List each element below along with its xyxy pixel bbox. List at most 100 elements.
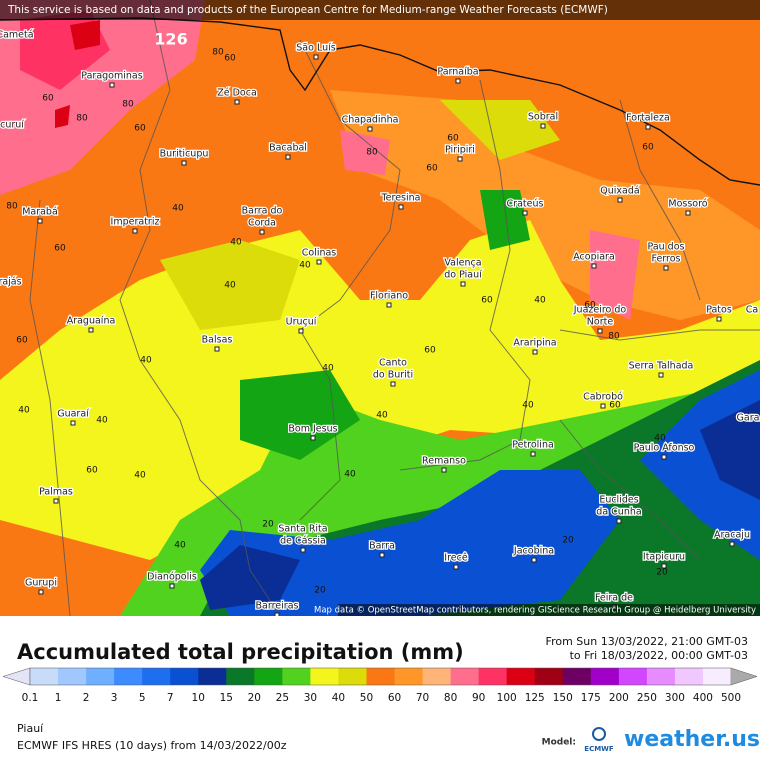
city-dot (455, 78, 461, 84)
contour-label: 60 (424, 346, 436, 356)
attribution-bar (338, 604, 760, 616)
contour-label: 40 (322, 364, 334, 374)
contour-label: 40 (224, 281, 236, 291)
colorbar-tick-label: 30 (304, 692, 317, 704)
city-dot (88, 327, 94, 333)
colorbar-cell (142, 668, 171, 685)
colorbar-tick-label: 15 (220, 692, 233, 704)
contour-label: 20 (656, 568, 668, 578)
city-dot (597, 328, 603, 334)
map-region (330, 90, 760, 320)
city-dot (591, 263, 597, 269)
city-label: Araguaína (67, 316, 116, 327)
city-dot (70, 420, 76, 426)
colorbar-cell (590, 668, 620, 685)
city-label: Gurupi (25, 578, 57, 589)
colorbar-cell (170, 668, 199, 685)
contour-label: 40 (522, 401, 534, 411)
city-dot (298, 328, 304, 334)
city-label: Patos (706, 305, 732, 316)
city-label: Balsas (202, 335, 233, 346)
city-dot (313, 54, 319, 60)
contour-label: 60 (86, 466, 98, 476)
city-dot (386, 302, 392, 308)
contour-label: 60 (134, 124, 146, 134)
colorbar-cell (394, 668, 424, 685)
city-dot (37, 218, 43, 224)
city-label: Corda (248, 218, 276, 229)
city-label: Marabá (22, 207, 58, 218)
period-from: From Sun 13/03/2022, 21:00 GMT-03 (546, 635, 748, 648)
city-label: Itapicuru (643, 552, 685, 563)
city-label: Colinas (302, 248, 337, 259)
colorbar-tick-label: 5 (139, 692, 146, 704)
contour-label: 20 (314, 586, 326, 596)
city-label: Barreiras (256, 601, 299, 612)
city-label: Zé Doca (217, 88, 257, 99)
colorbar-cell (534, 668, 564, 685)
colorbar-cell (30, 668, 59, 685)
city-label: Serra Talhada (629, 361, 694, 372)
colorbar-tick-label: 80 (444, 692, 457, 704)
city-label: Barra (369, 541, 395, 552)
ecmwf-icon (592, 727, 606, 741)
legend-title: Accumulated total precipitation (mm) (17, 640, 464, 664)
city-dot (390, 381, 396, 387)
colorbar-tick-label: 3 (111, 692, 118, 704)
colorbar-cell (646, 668, 676, 685)
city-label: Jacobina (513, 546, 554, 557)
contour-label: 40 (174, 541, 186, 551)
contour-label: 60 (54, 244, 66, 254)
colorbar-tick-label: 1 (55, 692, 62, 704)
colorbar-cell (226, 668, 255, 685)
city-label: Remanso (422, 456, 466, 467)
city-label: Palmas (39, 487, 73, 498)
city-label: Gara (737, 413, 760, 424)
colorbar-cell (310, 668, 339, 685)
peak-label: 126 (154, 30, 187, 49)
city-label: de Cássia (280, 536, 326, 547)
city-label: Quixadá (600, 186, 639, 197)
contour-label: 80 (76, 114, 88, 124)
city-label: Guaraí (57, 409, 89, 420)
city-label: Imperatriz (111, 217, 160, 228)
colorbar-tick-label: 200 (609, 692, 629, 704)
contour-label: 40 (376, 411, 388, 421)
colorbar-cell (506, 668, 536, 685)
legend: Accumulated total precipitation (mm) Fro… (2, 635, 760, 753)
colorbar-tick-label: 300 (665, 692, 685, 704)
city-label: Paulo Afonso (634, 443, 695, 454)
city-dot (661, 563, 667, 569)
colorbar-over (730, 667, 758, 686)
notice: This service is based on data and produc… (7, 4, 608, 16)
colorbar-cell (114, 668, 143, 685)
city-label: Piripiri (445, 145, 475, 156)
colorbar-tick-label: 50 (360, 692, 373, 704)
city-label: Bacabal (269, 143, 307, 154)
map-region (340, 130, 640, 355)
city-dot (132, 228, 138, 234)
colorbar-tick-label: 100 (497, 692, 517, 704)
colorbar-tick-label: 10 (192, 692, 205, 704)
city-dot (398, 204, 404, 210)
map-region (200, 370, 760, 616)
city-dot (460, 281, 466, 287)
colorbar-under (2, 667, 31, 686)
city-dot (645, 124, 651, 130)
city-label: Canto (379, 358, 407, 369)
city-dot (530, 451, 536, 457)
model-label: Model: (542, 738, 576, 748)
contour-label: 60 (16, 336, 28, 346)
city-label: Sobral (528, 112, 558, 123)
city-dot (616, 518, 622, 524)
city-label: Floriano (370, 291, 408, 302)
colorbar-frame (29, 667, 732, 686)
city-dot (617, 197, 623, 203)
colorbar-cell (422, 668, 452, 685)
contour-label: 60 (42, 94, 54, 104)
contour-label: 80 (6, 202, 18, 212)
city-dot (658, 372, 664, 378)
city-label: Chapadinha (342, 115, 399, 126)
city-dot (531, 557, 537, 563)
colorbar-cell (562, 668, 592, 685)
